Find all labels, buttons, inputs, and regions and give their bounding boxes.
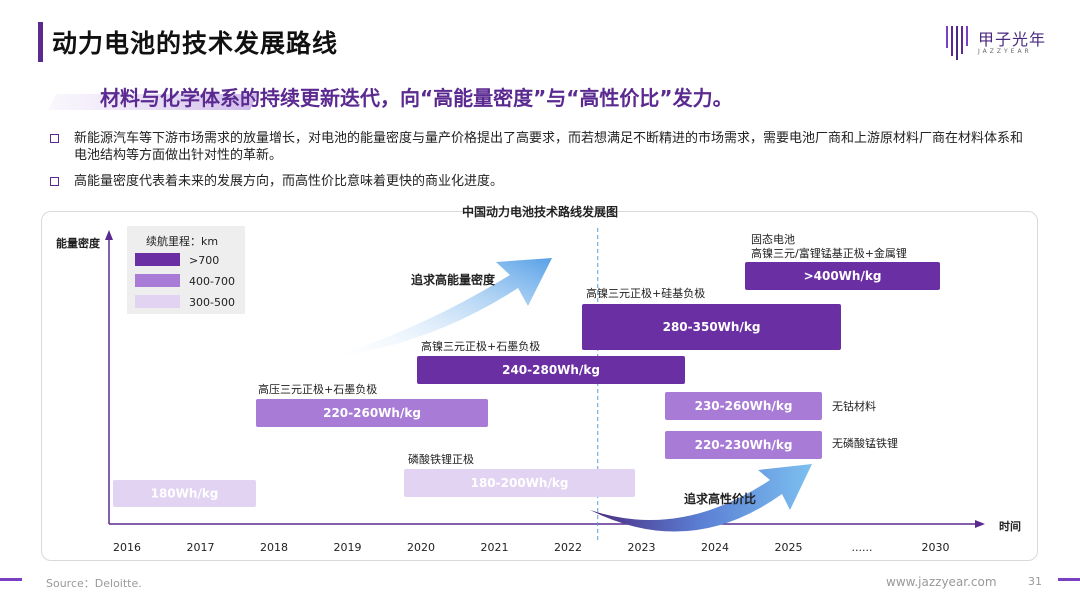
legend-swatch — [135, 274, 180, 287]
x-tick-label: 2016 — [113, 541, 141, 554]
bar-tech-label: 固态电池 — [751, 233, 795, 246]
bullet-text: 高能量密度代表着未来的发展方向，而高性价比意味着更快的商业化进度。 — [74, 174, 504, 189]
bar-value-label: 180-200Wh/kg — [471, 476, 569, 490]
x-tick-label: 2025 — [775, 541, 803, 554]
legend-title: 续航里程：km — [146, 234, 218, 248]
bar-value-label: 220-260Wh/kg — [323, 406, 421, 420]
x-axis-label: 时间 — [999, 519, 1021, 533]
bar-tech-label: 高压三元正极+石墨负极 — [258, 382, 377, 396]
bar-value-label: 280-350Wh/kg — [663, 320, 761, 334]
logo-subtext: JAZZYEAR — [978, 48, 1032, 55]
legend-swatch — [135, 295, 180, 308]
x-tick-label: ...... — [852, 541, 873, 554]
bar-tech-label: 高镍三元正极+硅基负极 — [586, 286, 705, 300]
site-url: www.jazzyear.com — [886, 575, 997, 589]
legend-label: 400-700 — [189, 275, 235, 288]
bullet-square-icon — [50, 177, 59, 186]
subtitle-decoration — [48, 94, 258, 110]
bar — [256, 399, 488, 427]
bar-tech-label: 高镍三元/富锂锰基正极+金属锂 — [751, 246, 907, 260]
x-tick-label: 2024 — [701, 541, 729, 554]
chart-frame — [41, 211, 1038, 561]
bar-value-label: 230-260Wh/kg — [695, 399, 793, 413]
cost-performance-arrow — [590, 464, 812, 532]
bar-value-label: 240-280Wh/kg — [502, 363, 600, 377]
bar — [745, 262, 940, 290]
logo: 甲子光年 JAZZYEAR — [944, 24, 1054, 64]
bar-value-label: >400Wh/kg — [804, 269, 882, 283]
bar-tech-label: 磷酸铁锂正极 — [408, 452, 474, 466]
chart-title: 中国动力电池技术路线发展图 — [462, 204, 618, 219]
bar-value-label: 180Wh/kg — [151, 487, 219, 501]
x-tick-label: 2023 — [628, 541, 656, 554]
logo-text: 甲子光年 — [978, 30, 1047, 49]
bar — [404, 469, 635, 497]
bar-tech-label: 无钴材料 — [832, 399, 876, 413]
footer-accent-right — [1058, 578, 1080, 581]
bar-tech-label: 无磷酸锰铁锂 — [832, 436, 898, 450]
bar — [582, 304, 841, 350]
legend-label: >700 — [189, 254, 219, 267]
bullet-square-icon — [50, 134, 59, 143]
bar — [113, 480, 256, 507]
x-tick-label: 2020 — [407, 541, 435, 554]
arrow-label: 追求高性价比 — [684, 491, 756, 506]
legend-swatch — [135, 253, 180, 266]
energy-density-arrow — [328, 258, 552, 358]
bar-tech-label: 高镍三元正极+石墨负极 — [421, 339, 540, 353]
bar — [665, 431, 822, 459]
bar — [665, 392, 822, 420]
page-title: 动力电池的技术发展路线 — [52, 29, 339, 58]
logo-bars-icon — [946, 26, 968, 60]
source-note: Source：Deloitte. — [46, 577, 142, 590]
bar-value-label: 220-230Wh/kg — [695, 438, 793, 452]
arrow-label: 追求高能量密度 — [411, 272, 496, 287]
page-number: 31 — [1028, 575, 1042, 588]
y-axis-label: 能量密度 — [56, 236, 101, 250]
footer-accent-left — [0, 578, 22, 581]
y-axis-arrow-icon — [105, 230, 113, 240]
bullet-text: 新能源汽车等下游市场需求的放量增长，对电池的能量密度与量产价格提出了高要求，而若… — [74, 131, 1024, 163]
x-tick-label: 2017 — [187, 541, 215, 554]
legend-label: 300-500 — [189, 296, 235, 309]
x-tick-label: 2030 — [922, 541, 950, 554]
x-tick-label: 2022 — [554, 541, 582, 554]
x-axis-arrow-icon — [975, 520, 985, 528]
subtitle: 材料与化学体系的持续更新迭代，向“高能量密度”与“高性价比”发力。 — [100, 86, 733, 110]
x-tick-label: 2018 — [260, 541, 288, 554]
title-accent-bar — [38, 22, 43, 62]
x-tick-label: 2021 — [481, 541, 509, 554]
bar — [417, 356, 685, 384]
x-tick-label: 2019 — [334, 541, 362, 554]
